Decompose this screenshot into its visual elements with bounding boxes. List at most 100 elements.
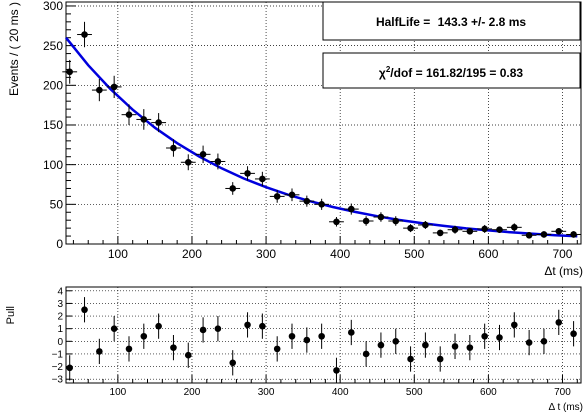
halflife-label: HalfLife = [376,15,434,29]
marker [81,31,88,38]
top-x-tick-label: 300 [256,247,276,261]
decay-fit-panel: 100 200 300 400 500 600 700050100150200250300 … [7,0,583,278]
marker [392,217,400,225]
pull-x-tick-label: 500 [406,387,423,398]
top-y-tick-label: 0 [56,237,63,251]
marker [318,201,325,208]
pull-y-tick-label: −2 [52,362,64,373]
marker [422,221,429,229]
pull-point [422,332,429,358]
data-point [492,226,507,234]
marker [96,86,103,94]
marker [392,338,400,345]
svg-text:HalfLife = 143.3 +/- 2.8 ms: HalfLife = 143.3 +/- 2.8 ms [376,15,526,29]
data-point [62,59,78,84]
data-point [373,212,389,222]
data-point [358,216,374,226]
pull-y-axis-label: Pull [5,306,17,324]
data-point [506,223,522,232]
marker [466,344,474,351]
marker [496,334,503,341]
pull-y-tick-label: 3 [57,299,63,310]
pull-point [570,321,577,347]
marker [496,226,503,234]
marker [244,321,251,329]
marker [407,355,414,363]
marker [347,329,355,336]
data-point [462,228,478,235]
marker [155,322,162,330]
top-x-tick-label: 600 [478,247,498,261]
pull-plot-frame [65,286,582,384]
marker [155,119,162,126]
pull-point [96,338,103,365]
data-point [136,109,152,130]
data-point [254,171,270,187]
pull-point [66,355,74,381]
marker [199,326,207,334]
top-x-tick-label: 700 [552,247,572,261]
data-point [269,190,285,203]
pull-panel: 100 200 300 400 500 600 700 −3 −2 −10 12 3 4 Pull Δ … [5,286,583,413]
x-axis-label: Δt (ms) [544,264,583,278]
marker [525,231,533,239]
marker [273,345,281,353]
pull-grid [66,287,581,383]
marker [451,226,459,234]
pull-point [259,313,266,339]
pull-point [555,309,563,335]
pull-point [347,319,355,346]
marker [66,364,74,372]
top-y-tick-label: 300 [43,0,63,13]
chi2-symbol: χ [379,66,386,80]
chi2-value: /dof = 161.82/195 = 0.83 [390,66,523,80]
marker [288,332,296,340]
pull-y-tick-label: 4 [57,286,63,297]
marker [229,185,237,192]
data-point [91,78,107,102]
pull-y-tick-label: 1 [57,324,63,335]
marker [288,191,296,199]
top-x-tick-label: 100 [108,247,128,261]
marker [110,325,118,332]
data-point [536,231,552,238]
marker [525,339,533,346]
pull-point [229,350,237,376]
data-point [417,220,433,229]
marker [140,116,148,123]
data-point [551,228,567,235]
marker [555,319,563,326]
chi2-superscript: 2 [386,65,391,74]
data-points-group [62,21,581,239]
pull-point [155,313,162,339]
marker [436,355,444,363]
pull-point [451,333,459,359]
marker [303,197,311,205]
halflife-box: HalfLife = 143.3 +/- 2.8 ms [322,1,581,41]
pull-x-tick-label: 700 [554,387,571,398]
pull-point [392,328,400,354]
data-point [225,182,241,195]
pull-point [377,332,385,358]
top-x-tick-label: 400 [330,247,350,261]
data-point [388,216,404,226]
pull-y-tick-label: −3 [52,375,64,386]
pull-y-tick-label: 2 [57,312,63,323]
pull-point [170,335,177,361]
data-point [180,154,196,171]
marker [244,170,251,177]
marker [273,193,281,200]
pull-point [199,317,207,343]
marker [422,341,429,349]
marker [170,344,177,351]
pull-point [140,323,148,349]
pull-x-tick-label: 300 [258,387,275,398]
data-point [343,203,359,215]
pull-point [81,297,88,323]
chi2-box: χ2/dof = 161.82/195 = 0.83 [322,52,581,89]
pull-point [184,342,192,368]
pull-point [525,329,533,356]
marker [184,351,192,359]
marker [140,332,148,340]
data-point [240,166,255,181]
